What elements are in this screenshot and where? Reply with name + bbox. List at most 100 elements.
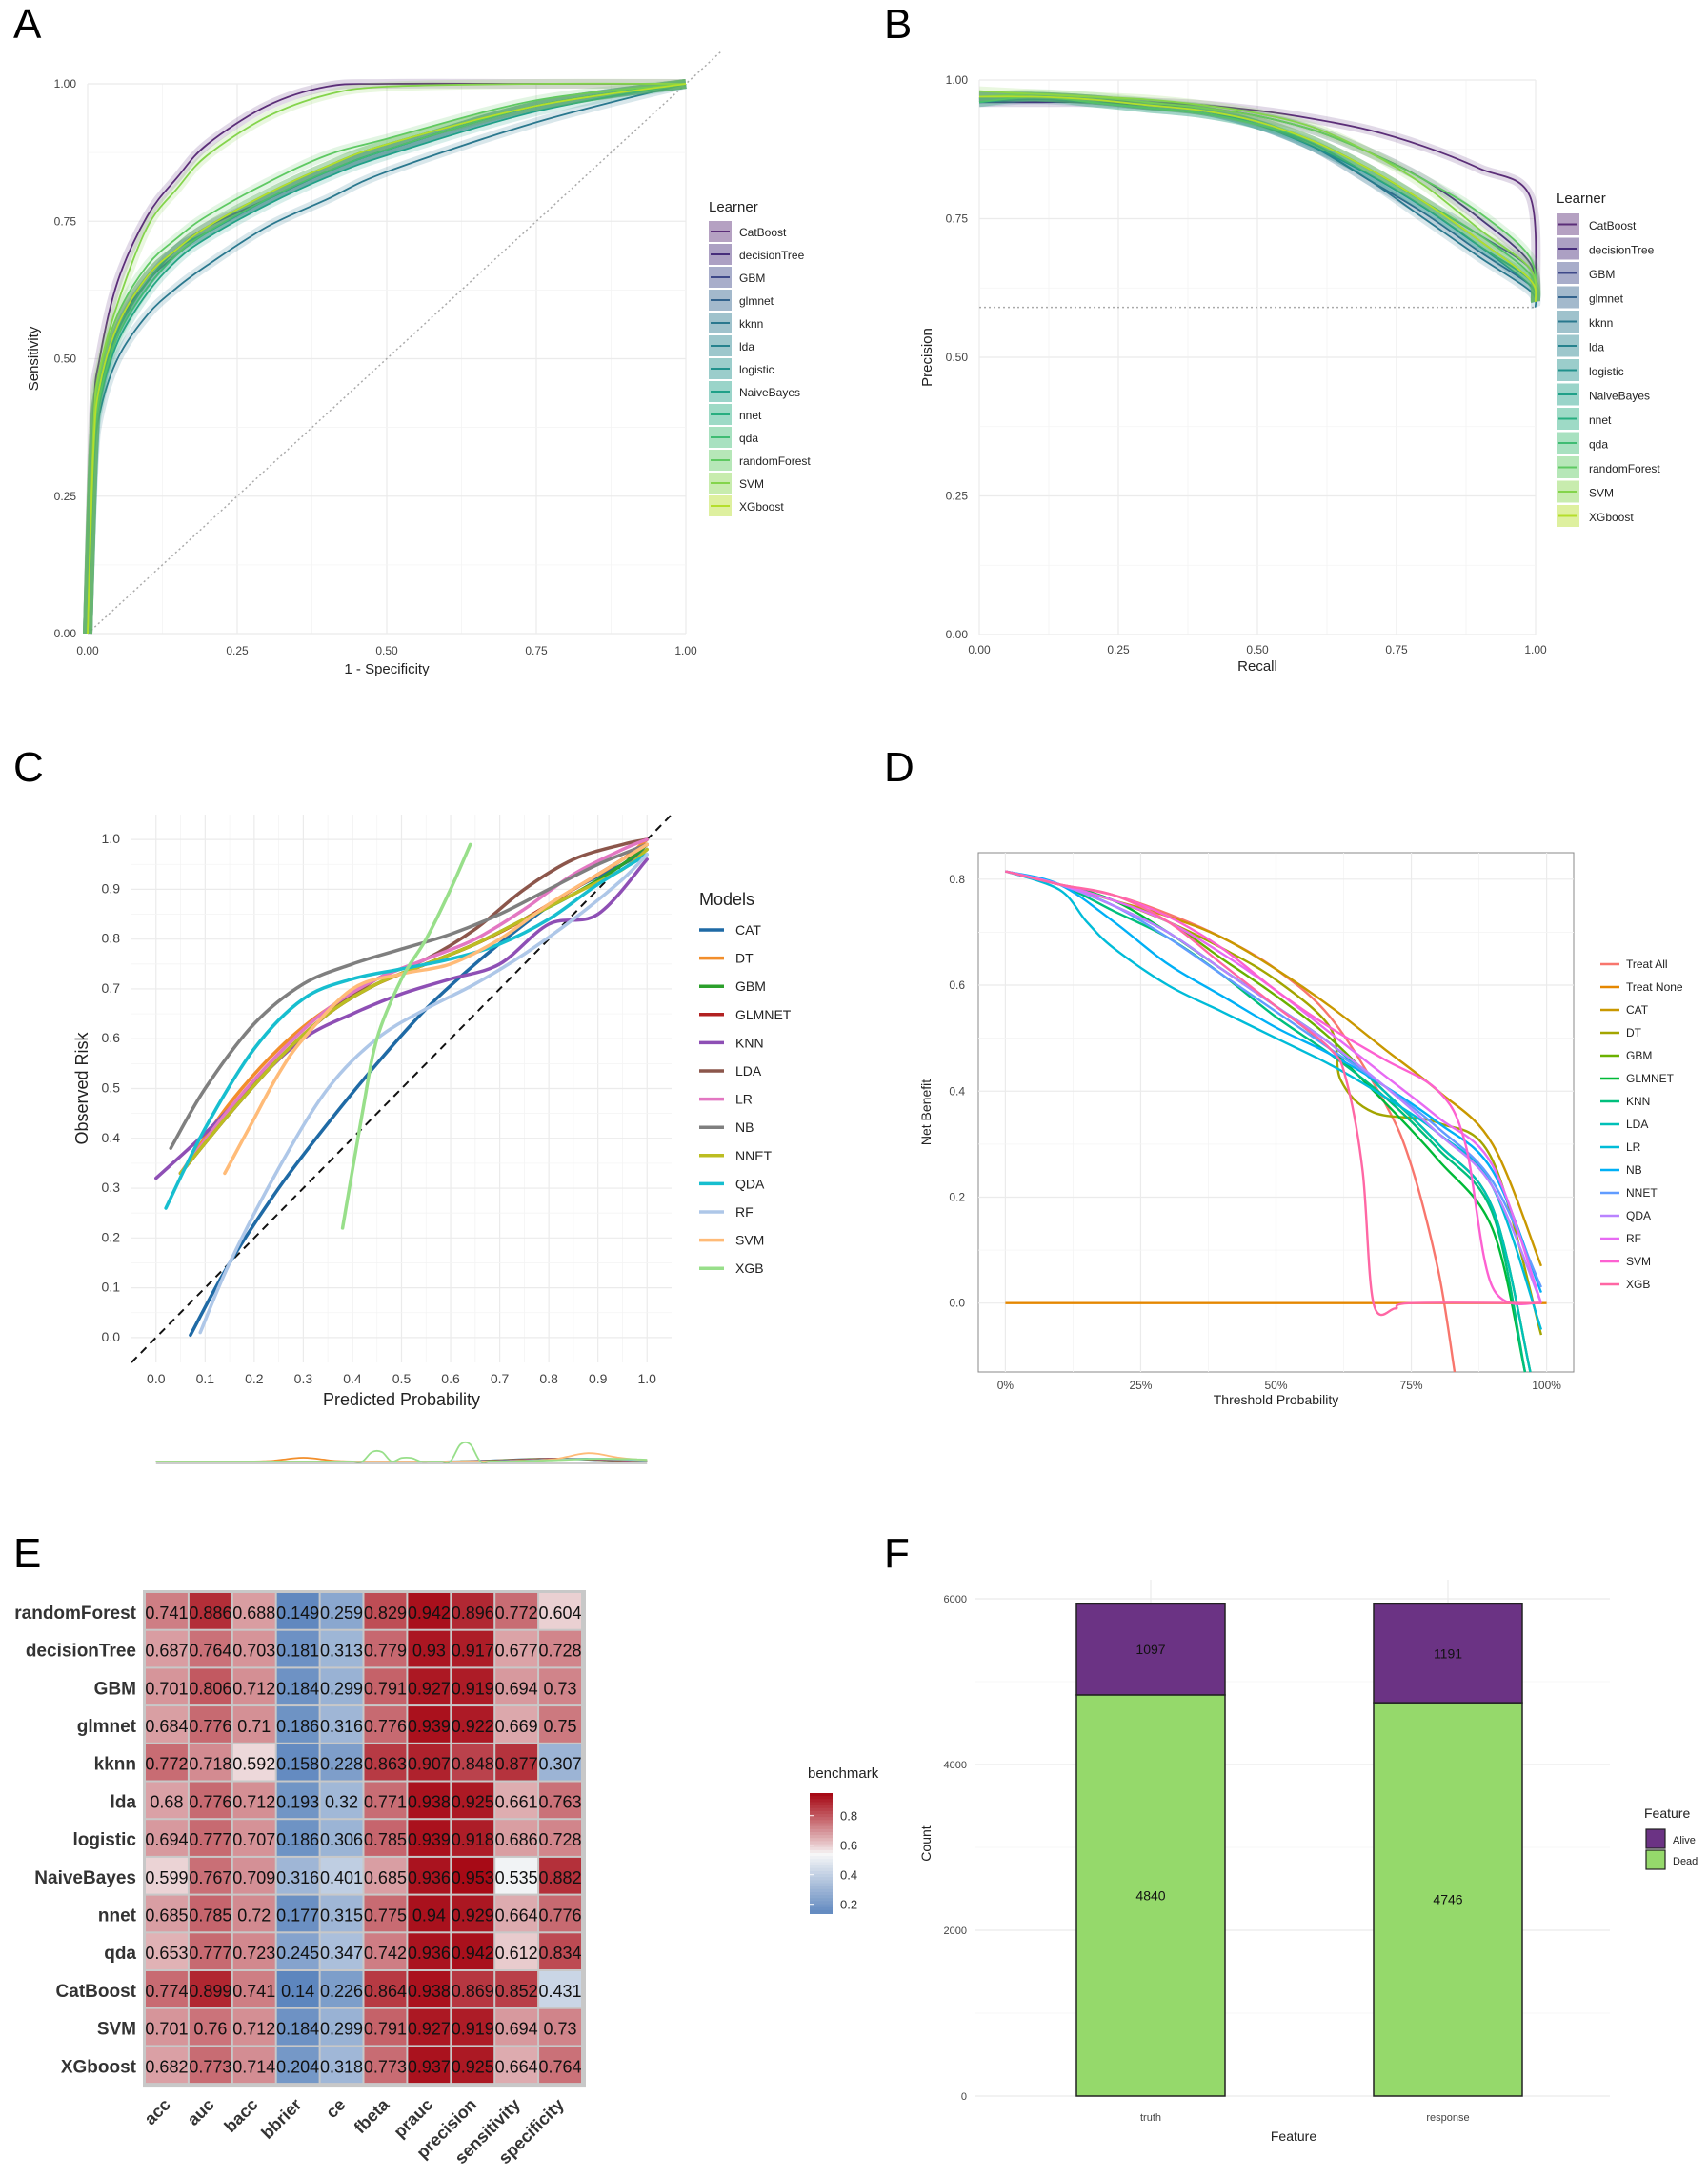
y-tick-label: 0.00 xyxy=(946,628,969,641)
legend-label-DT: DT xyxy=(1626,1026,1642,1039)
cell-value: 0.682 xyxy=(145,2057,188,2076)
cell-value: 0.877 xyxy=(495,1755,538,1774)
heatmap-cell xyxy=(276,1895,319,1932)
heatmap-cell xyxy=(189,1820,231,1856)
panel-label-c: C xyxy=(13,744,44,791)
cell-value: 0.773 xyxy=(364,2057,407,2076)
heatmap-cell xyxy=(408,1933,451,1969)
cell-value: 0.917 xyxy=(452,1642,494,1661)
heatmap-cell xyxy=(408,1668,451,1705)
heatmap-cell xyxy=(408,1820,451,1856)
heatmap-cell xyxy=(232,1820,275,1856)
cell-value: 0.599 xyxy=(145,1868,188,1887)
row-label-SVM: SVM xyxy=(97,2020,136,2040)
y-tick-label: 0.25 xyxy=(54,490,77,503)
legend-label-randomForest: randomForest xyxy=(739,454,811,468)
cell-value: 0.927 xyxy=(408,2020,451,2039)
panel-label-a: A xyxy=(13,1,42,48)
cell-value: 0.686 xyxy=(495,1830,538,1849)
cell-value: 0.592 xyxy=(232,1755,275,1774)
cell-value: 0.306 xyxy=(320,1830,363,1849)
y-tick-label: 4000 xyxy=(944,1760,967,1771)
cell-value: 0.723 xyxy=(232,1944,275,1963)
x-tick-label: response xyxy=(1426,2112,1469,2124)
heatmap-cell xyxy=(276,1971,319,2007)
cell-value: 0.869 xyxy=(452,1982,494,2001)
column-label-acc: acc xyxy=(140,2095,173,2128)
reference-diagonal xyxy=(131,814,673,1363)
y-tick-label: 0.6 xyxy=(949,978,965,992)
cell-value: 0.938 xyxy=(408,1982,451,2001)
heatmap-cell xyxy=(146,1933,188,1969)
cell-value: 0.714 xyxy=(232,2057,275,2076)
heatmap-cell xyxy=(276,1857,319,1894)
x-tick-label: 1.00 xyxy=(674,644,697,657)
heatmap-cell xyxy=(495,1593,538,1629)
cell-value: 0.863 xyxy=(364,1755,407,1774)
colorbar-segment xyxy=(810,1841,833,1845)
colorbar-segment xyxy=(810,1793,833,1798)
bar-alive-truth xyxy=(1075,1603,1226,1696)
cell-value: 0.925 xyxy=(452,1792,494,1811)
heatmap-cell xyxy=(539,1895,581,1932)
cell-value: 0.694 xyxy=(495,2020,538,2039)
cell-value: 0.535 xyxy=(495,1868,538,1887)
row-label-qda: qda xyxy=(104,1944,136,1964)
colorbar-segment xyxy=(810,1859,833,1864)
series-line-LR xyxy=(178,837,649,1176)
legend-label-NaiveBayes: NaiveBayes xyxy=(739,386,800,399)
cell-value: 0.313 xyxy=(320,1642,363,1661)
x-tick-label: 0.6 xyxy=(441,1371,460,1386)
legend-label-lda: lda xyxy=(1589,341,1604,354)
cell-value: 0.925 xyxy=(452,2057,494,2076)
heatmap-cell xyxy=(276,2047,319,2084)
cell-value: 0.181 xyxy=(276,1642,319,1661)
legend-label-logistic: logistic xyxy=(1589,365,1624,378)
x-tick-label: 75% xyxy=(1400,1379,1423,1392)
y-tick-label: 0.7 xyxy=(102,980,121,996)
heatmap-cell xyxy=(452,1820,494,1856)
heatmap-cell xyxy=(408,1630,451,1667)
heatmap-cell xyxy=(539,2047,581,2084)
cell-value: 0.73 xyxy=(544,2020,577,2039)
heatmap-cell xyxy=(232,1895,275,1932)
cell-value: 0.777 xyxy=(189,1830,231,1849)
heatmap-cell xyxy=(146,1971,188,2007)
x-tick-label: 0.75 xyxy=(1385,643,1408,656)
heatmap-cell xyxy=(495,1933,538,1969)
precision-recall-chart: 0.00 0.25 0.50 0.75 1.00 0.00 0.25 0.50 0.75 1.00… xyxy=(919,73,1660,675)
colorbar-segment xyxy=(810,1846,833,1851)
cell-value: 0.848 xyxy=(452,1755,494,1774)
calibration-chart: 0.0 0.1 0.2 0.3 0.4 0.5 0.6 0.7 0.8 0.9 1.0 0.0 0.1 0… xyxy=(72,814,792,1464)
series-line-LR xyxy=(1005,870,1543,1330)
row-label-nnet: nnet xyxy=(98,1906,137,1926)
series-line-XGB xyxy=(340,842,472,1230)
heatmap-cell xyxy=(146,1820,188,1856)
cell-value: 0.899 xyxy=(189,1982,231,2001)
heatmap-cell xyxy=(320,1630,363,1667)
series-line-XGboost xyxy=(87,83,687,635)
x-tick-label: 1.00 xyxy=(1524,643,1547,656)
cell-value: 0.32 xyxy=(325,1792,358,1811)
heatmap-cell xyxy=(539,1668,581,1705)
legend-label-kknn: kknn xyxy=(739,317,763,331)
cell-value: 0.718 xyxy=(189,1755,231,1774)
y-tick-label: 1.00 xyxy=(946,73,969,87)
y-tick-label: 0.75 xyxy=(946,212,969,226)
heatmap-cell xyxy=(276,1630,319,1667)
cell-value: 0.779 xyxy=(364,1642,407,1661)
legend-label-LR: LR xyxy=(1626,1140,1641,1154)
heatmap-cell xyxy=(276,1593,319,1629)
density-XGB xyxy=(155,1441,648,1463)
heatmap-cell xyxy=(320,1668,363,1705)
y-tick-label: 0.2 xyxy=(102,1229,121,1244)
y-tick-label: 0.5 xyxy=(102,1080,121,1096)
series-line-RF xyxy=(198,853,649,1335)
heatmap-cell xyxy=(189,2047,231,2084)
cell-value: 0.669 xyxy=(495,1717,538,1736)
cell-value: 0.158 xyxy=(276,1755,319,1774)
cell-value: 0.694 xyxy=(145,1830,188,1849)
heatmap-cell xyxy=(495,1630,538,1667)
heatmap-cell xyxy=(452,1630,494,1667)
cell-value: 0.401 xyxy=(320,1868,363,1887)
